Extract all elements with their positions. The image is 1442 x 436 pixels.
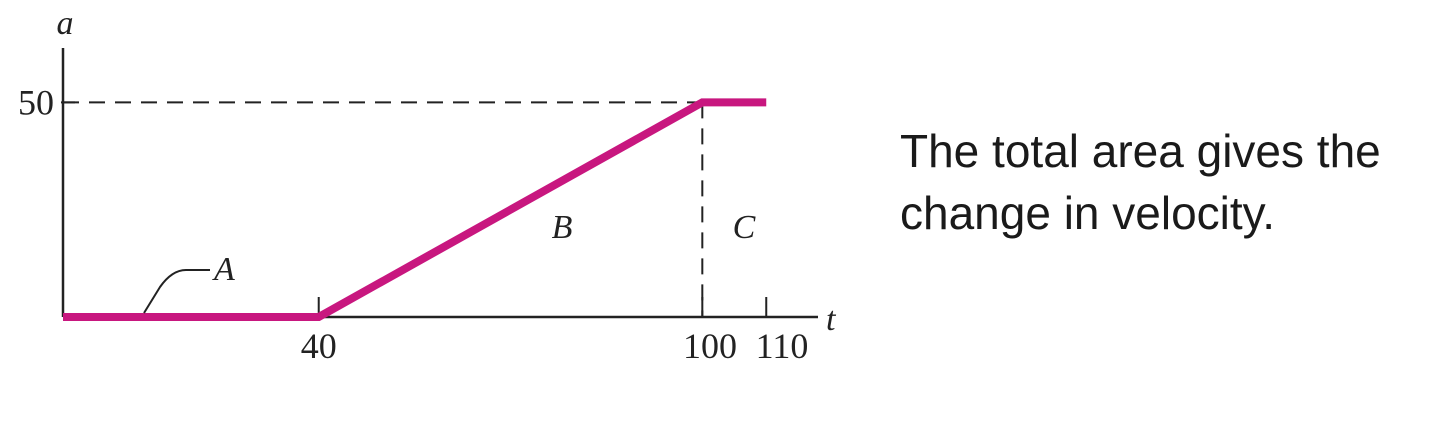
x-tick-label: 40 <box>301 326 337 366</box>
axes: a t <box>57 5 838 338</box>
annotation-line-2: change in velocity. <box>900 187 1276 239</box>
region-label-c: C <box>733 209 756 246</box>
region-label-a: A <box>212 251 235 288</box>
annotation-text: The total area gives the change in veloc… <box>900 120 1420 244</box>
x-tick-label: 110 <box>756 326 809 366</box>
region-labels: A B C <box>143 209 756 314</box>
y-axis-label: a <box>57 5 74 42</box>
ticks: 40 100 110 50 <box>18 82 808 366</box>
leader-line-a <box>143 269 210 314</box>
region-label-b: B <box>552 209 573 246</box>
x-tick-label: 100 <box>683 326 737 366</box>
series <box>63 98 767 321</box>
acceleration-time-chart: a t 40 100 110 50 A B C <box>18 5 838 366</box>
y-tick-label: 50 <box>18 82 54 122</box>
annotation-line-1: The total area gives the <box>900 125 1381 177</box>
reference-lines <box>63 101 704 317</box>
x-axis-label: t <box>826 301 837 338</box>
series-line <box>63 98 767 321</box>
